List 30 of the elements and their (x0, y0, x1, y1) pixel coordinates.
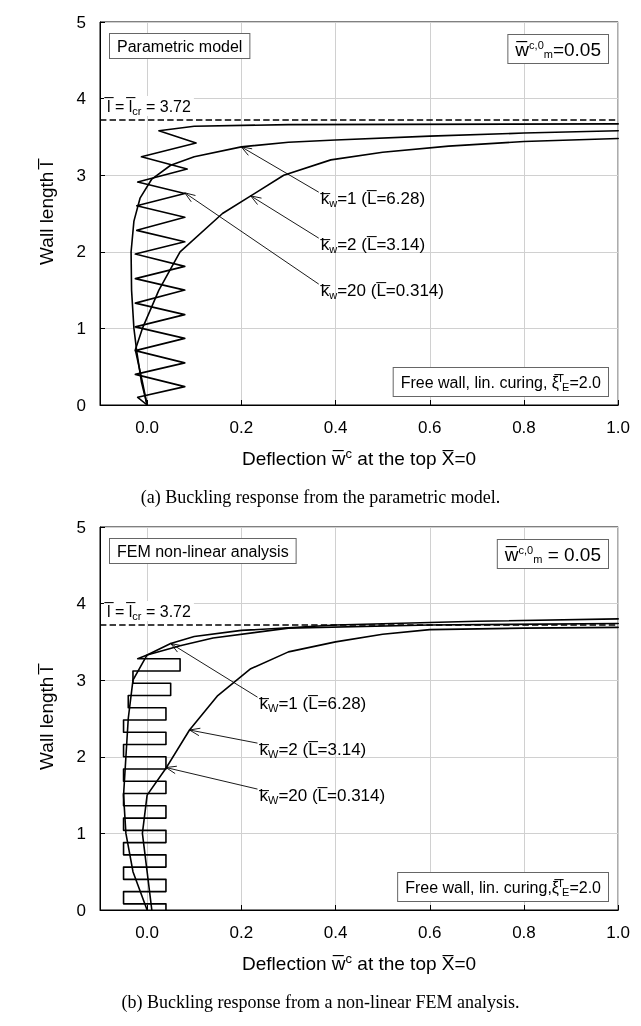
x-tick-label: 0.2 (229, 923, 254, 942)
x-tick-label: 0.4 (323, 923, 348, 942)
y-tick-label: 2 (76, 747, 86, 767)
y-tick-label: 4 (76, 594, 86, 614)
annotation: Parametric model (117, 37, 243, 55)
y-tick-label: 0 (76, 395, 86, 415)
x-tick-label: 0.0 (135, 418, 159, 437)
y-tick-label: 1 (76, 823, 86, 843)
x-tick-label: 0.2 (229, 418, 254, 437)
x-tick-label: 0.4 (323, 418, 348, 437)
y-tick-label: 0 (76, 900, 86, 920)
x-tick-label: 0.6 (417, 418, 442, 437)
x-tick-label: 1.0 (606, 923, 630, 942)
y-axis-title: Wall length l̅ (36, 158, 57, 265)
text: (a) Buckling response from the parametric model. (140, 487, 501, 508)
annotation: FEM non-linear analysis (117, 542, 289, 560)
y-tick-label: 3 (76, 670, 86, 690)
x-tick-label: 0.6 (417, 923, 442, 942)
text: (b) Buckling response from a non-linear FEM analysis. (121, 992, 520, 1013)
y-tick-label: 3 (76, 165, 86, 185)
x-tick-label: 0.0 (135, 923, 159, 942)
y-tick-label: 4 (76, 89, 86, 109)
x-tick-label: 0.8 (512, 923, 536, 942)
y-tick-label: 1 (76, 318, 86, 338)
x-tick-label: 1.0 (606, 418, 630, 437)
y-axis-title: Wall length l̅ (36, 663, 57, 770)
y-tick-label: 5 (76, 12, 86, 32)
y-tick-label: 5 (76, 517, 86, 537)
y-tick-label: 2 (76, 242, 86, 262)
x-tick-label: 0.8 (512, 418, 536, 437)
